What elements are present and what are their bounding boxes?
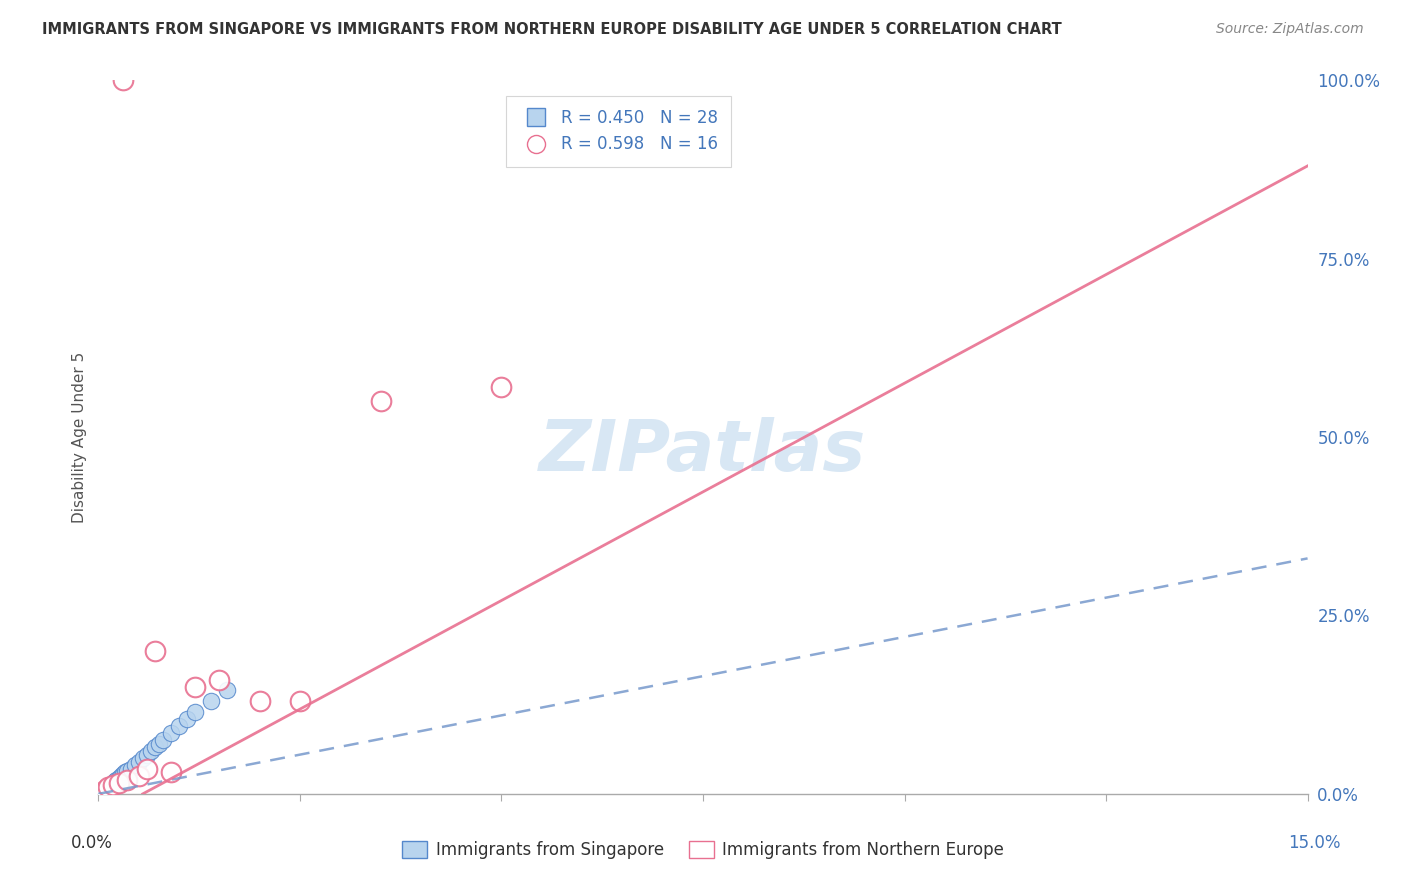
Point bbox=[143, 644, 166, 658]
Point bbox=[111, 767, 134, 781]
Text: 15.0%: 15.0% bbox=[1288, 834, 1341, 852]
Text: IMMIGRANTS FROM SINGAPORE VS IMMIGRANTS FROM NORTHERN EUROPE DISABILITY AGE UNDE: IMMIGRANTS FROM SINGAPORE VS IMMIGRANTS … bbox=[42, 22, 1062, 37]
Text: 0.0%: 0.0% bbox=[70, 834, 112, 852]
Point bbox=[491, 380, 513, 394]
Point bbox=[249, 694, 271, 708]
Point bbox=[370, 394, 392, 409]
Point bbox=[96, 781, 118, 796]
Point bbox=[115, 772, 138, 787]
Point bbox=[101, 776, 124, 790]
Point bbox=[167, 719, 190, 733]
Point bbox=[105, 772, 128, 787]
Point bbox=[128, 769, 150, 783]
Point bbox=[97, 780, 120, 794]
Point bbox=[176, 712, 198, 726]
Point bbox=[110, 769, 132, 783]
Point bbox=[139, 744, 162, 758]
Point bbox=[200, 694, 222, 708]
Point bbox=[115, 764, 138, 778]
Point bbox=[143, 740, 166, 755]
Point bbox=[111, 73, 134, 87]
Point bbox=[101, 778, 124, 792]
Point bbox=[100, 778, 122, 792]
Point bbox=[94, 783, 117, 797]
Point bbox=[135, 762, 157, 776]
Point bbox=[184, 705, 207, 719]
Point bbox=[160, 726, 183, 740]
Point bbox=[132, 751, 155, 765]
Point bbox=[124, 758, 146, 772]
Point bbox=[288, 694, 311, 708]
Point bbox=[128, 755, 150, 769]
Point bbox=[103, 774, 125, 789]
Point bbox=[208, 673, 231, 687]
Legend: R = 0.450   N = 28, R = 0.598   N = 16: R = 0.450 N = 28, R = 0.598 N = 16 bbox=[506, 95, 731, 167]
Point bbox=[97, 780, 120, 794]
Point bbox=[184, 680, 207, 694]
Point bbox=[148, 737, 170, 751]
Point bbox=[217, 683, 239, 698]
Text: ZIPatlas: ZIPatlas bbox=[540, 417, 866, 486]
Legend: Immigrants from Singapore, Immigrants from Northern Europe: Immigrants from Singapore, Immigrants fr… bbox=[395, 834, 1011, 866]
Point bbox=[94, 783, 117, 797]
Point bbox=[107, 771, 129, 785]
Point bbox=[120, 762, 142, 776]
Point bbox=[135, 747, 157, 762]
Point bbox=[160, 765, 183, 780]
Text: Source: ZipAtlas.com: Source: ZipAtlas.com bbox=[1216, 22, 1364, 37]
Point bbox=[114, 765, 136, 780]
Point bbox=[152, 733, 174, 747]
Point bbox=[107, 776, 129, 790]
Point bbox=[91, 785, 114, 799]
Y-axis label: Disability Age Under 5: Disability Age Under 5 bbox=[72, 351, 87, 523]
